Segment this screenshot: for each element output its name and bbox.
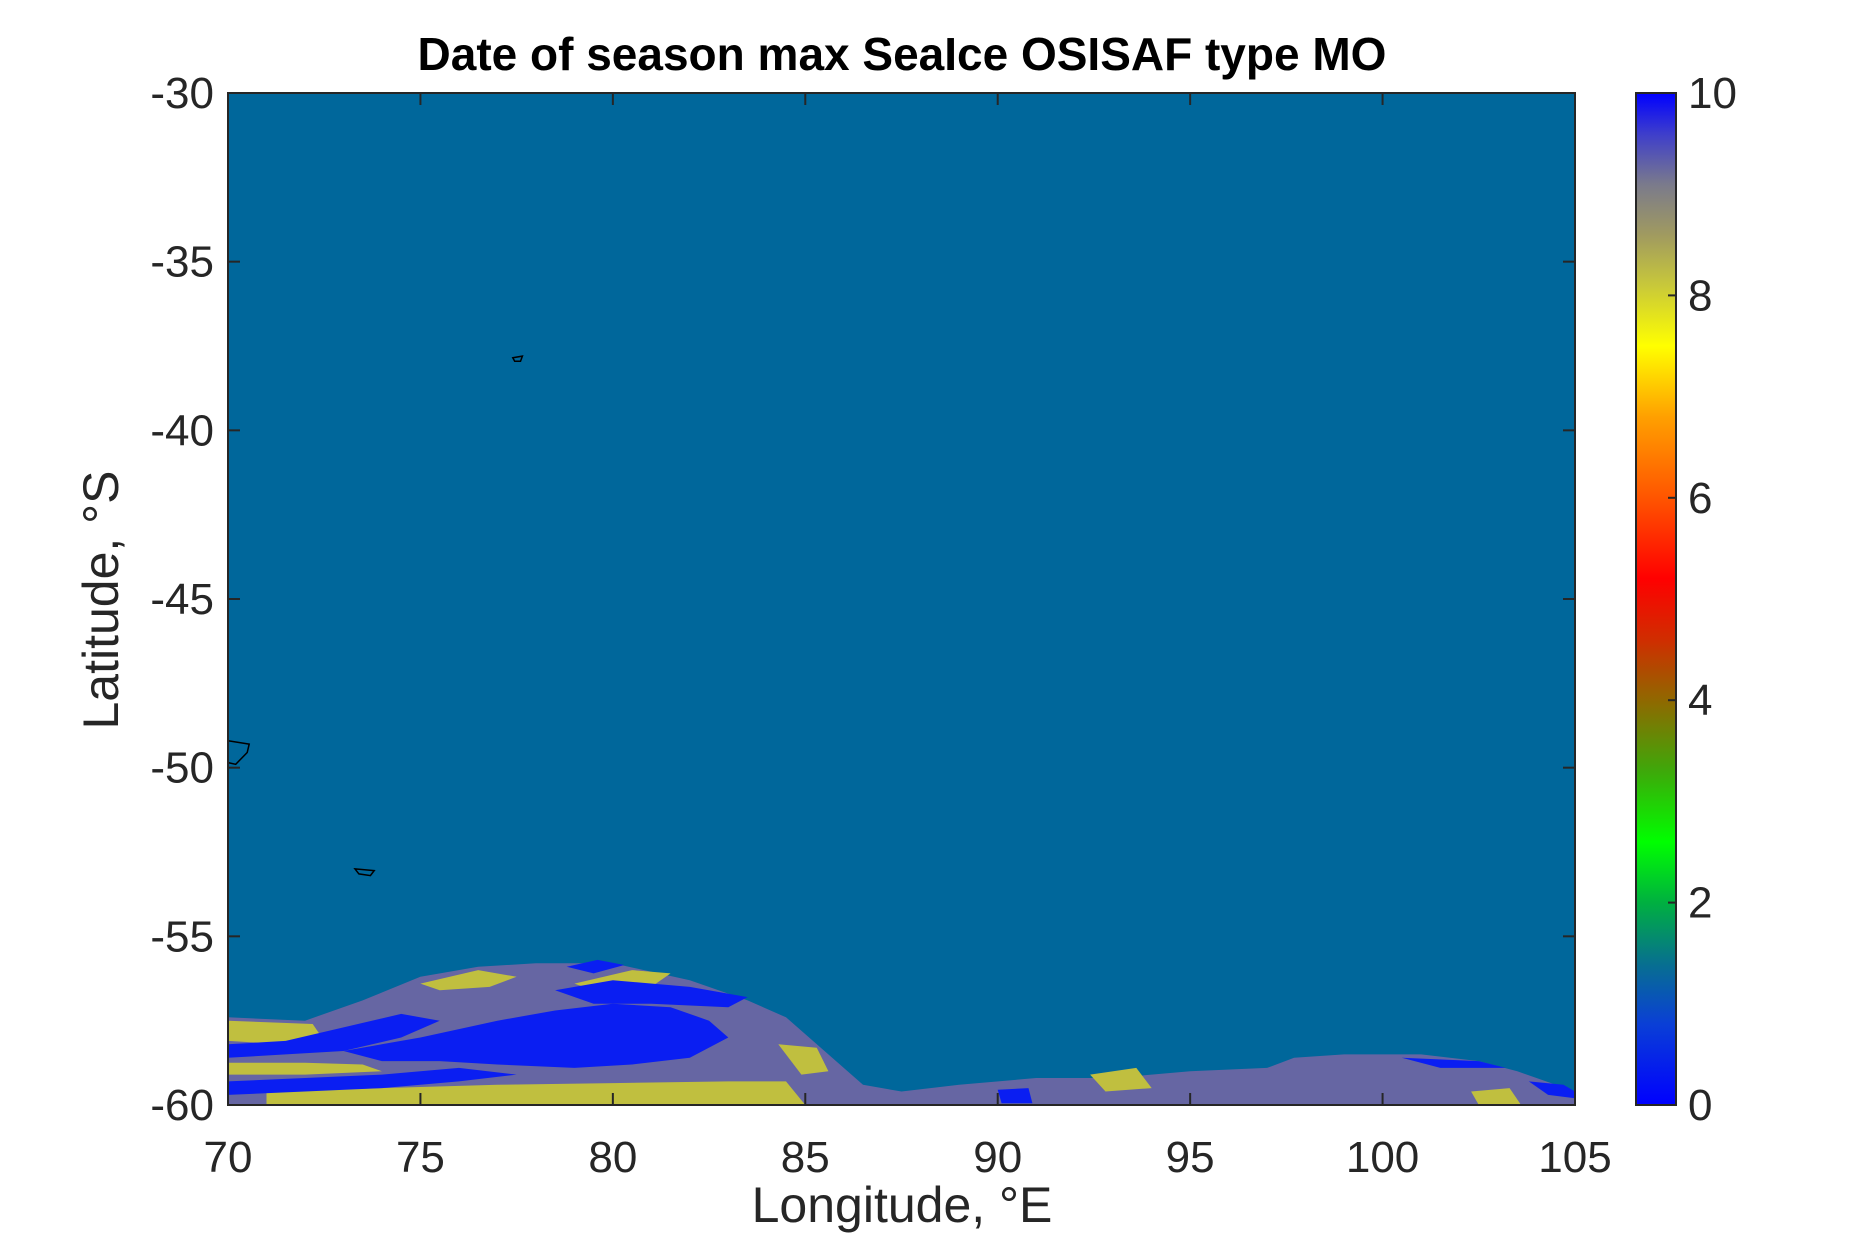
plot-area <box>227 92 1576 1106</box>
island-heard <box>353 868 376 877</box>
y-tick-label: -40 <box>150 406 214 455</box>
colorbar-tick-label: 8 <box>1688 271 1712 320</box>
ice-blue-band-middle <box>343 1003 729 1068</box>
ice-blue-top-arc <box>555 980 748 1008</box>
ice-edge-purple <box>228 963 1575 1105</box>
ice-blue-band-lower <box>228 1067 517 1095</box>
colorbar-gradient <box>1635 92 1677 1106</box>
x-tick-label: 90 <box>973 1133 1022 1182</box>
ocean-background <box>228 93 1575 1105</box>
ice-yellow-top-center <box>420 970 517 991</box>
colorbar-tick-label: 10 <box>1688 69 1737 118</box>
colorbar-tick-label: 4 <box>1688 676 1712 725</box>
ice-blue-near-90 <box>997 1088 1033 1104</box>
x-tick-label: 85 <box>781 1133 830 1182</box>
colorbar-tick-label: 0 <box>1688 1081 1712 1130</box>
ice-yellow-mid-left <box>228 1062 382 1075</box>
x-axis: 70 75 80 85 90 95 100 105 <box>204 93 1612 1182</box>
ice-blue-near-104 <box>1528 1081 1575 1099</box>
y-axis-label: Latitude, °S <box>73 470 129 729</box>
ice-yellow-near-93 <box>1090 1067 1152 1092</box>
x-tick-label: 80 <box>588 1133 637 1182</box>
ice-blue-band-upper <box>228 1013 440 1058</box>
ice-blue-near-100 <box>1401 1057 1506 1068</box>
x-tick-label: 95 <box>1166 1133 1215 1182</box>
y-tick-label: -35 <box>150 238 214 287</box>
y-tick-label: -55 <box>150 912 214 961</box>
x-tick-label: 100 <box>1346 1133 1419 1182</box>
colorbar-tick-label: 2 <box>1688 879 1712 928</box>
x-axis-label: Longitude, °E <box>752 1177 1053 1233</box>
island-amsterdam <box>511 355 524 362</box>
ice-yellow-bottom <box>266 1081 806 1105</box>
chart-title: Date of season max SeaIce OSISAF type MO <box>418 28 1387 80</box>
ice-yellow-near-102 <box>1471 1088 1522 1105</box>
x-tick-label: 105 <box>1538 1133 1611 1182</box>
x-tick-label: 70 <box>204 1133 253 1182</box>
colorbar-tick-label: 6 <box>1688 474 1712 523</box>
y-tick-label: -30 <box>150 69 214 118</box>
colorbar: 0 2 4 6 8 10 <box>1635 69 1737 1130</box>
island-kerguelen <box>228 739 251 766</box>
x-tick-label: 75 <box>396 1133 445 1182</box>
y-axis: -30 -35 -40 -45 -50 -55 -60 <box>150 69 1575 1130</box>
ice-blue-near-79 <box>566 959 625 974</box>
y-tick-label: -45 <box>150 575 214 624</box>
y-tick-label: -60 <box>150 1081 214 1130</box>
ice-yellow-near-85 <box>778 1044 829 1075</box>
y-tick-label: -50 <box>150 744 214 793</box>
